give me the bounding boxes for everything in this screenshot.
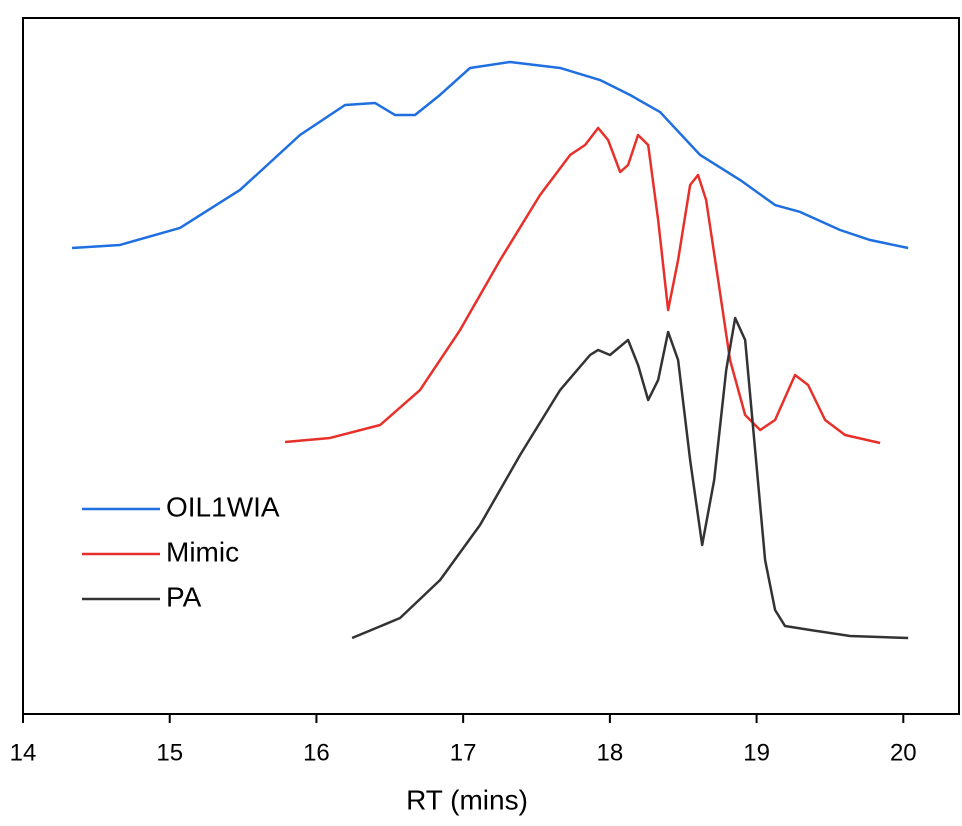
line-series [284, 126, 881, 445]
legend-label: Mimic [166, 536, 239, 567]
x-tick-label: 16 [303, 739, 330, 766]
x-tick-label: 15 [156, 739, 183, 766]
x-tick-label: 14 [10, 739, 37, 766]
x-tick-label: 18 [597, 739, 624, 766]
x-tick-label: 20 [890, 739, 917, 766]
line-series [351, 316, 909, 640]
legend-label: PA [166, 581, 202, 612]
plot-frame [22, 17, 960, 715]
legend-label: OIL1WIA [166, 491, 280, 522]
line-series [71, 60, 909, 250]
x-tick-label: 19 [743, 739, 770, 766]
x-axis-label: RT (mins) [406, 784, 528, 815]
x-tick-label: 17 [450, 739, 477, 766]
